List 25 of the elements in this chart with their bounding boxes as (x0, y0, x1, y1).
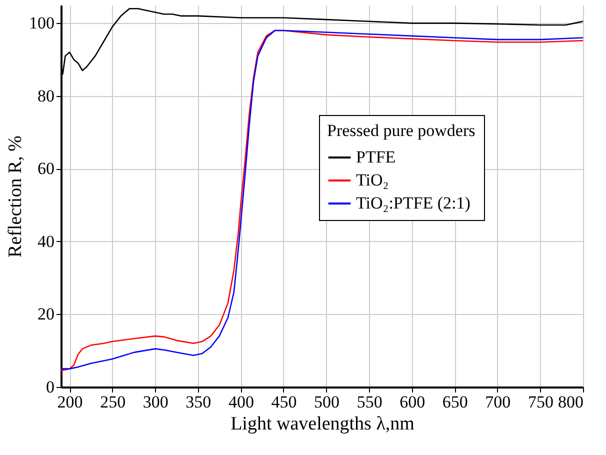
x-axis-title: Light wavelengths λ,nm (230, 414, 415, 434)
legend-label: PTFE (356, 148, 396, 166)
y-tick-label: 20 (38, 304, 54, 324)
y-tick-label: 0 (46, 378, 54, 396)
legend-title: Pressed pure powders (327, 121, 476, 140)
legend-label: TiO₂:PTFE (2:1) (356, 194, 470, 212)
legend-label: TiO₂ (356, 170, 389, 190)
x-tick-label: 500 (314, 392, 340, 412)
x-tick-label: 400 (228, 392, 254, 412)
x-tick-label: 250 (100, 392, 126, 412)
x-tick-label: 750 (528, 392, 554, 412)
x-tick-label: 650 (442, 392, 468, 412)
x-tick-label: 300 (142, 392, 168, 412)
y-axis-title: Reflection R, % (5, 135, 26, 258)
x-tick-label: 450 (271, 392, 297, 412)
y-tick-label: 60 (38, 159, 54, 178)
y-tick-label: 100 (29, 14, 54, 33)
x-tick-label: 350 (186, 392, 212, 412)
x-tick-label: 200 (57, 392, 83, 412)
x-tick-label: 800 (558, 392, 584, 412)
x-tick-label: 700 (485, 392, 511, 412)
x-tick-label: 600 (400, 392, 426, 412)
y-tick-label: 80 (38, 86, 54, 106)
x-tick-label: 550 (356, 392, 382, 412)
y-tick-label: 40 (38, 232, 54, 251)
